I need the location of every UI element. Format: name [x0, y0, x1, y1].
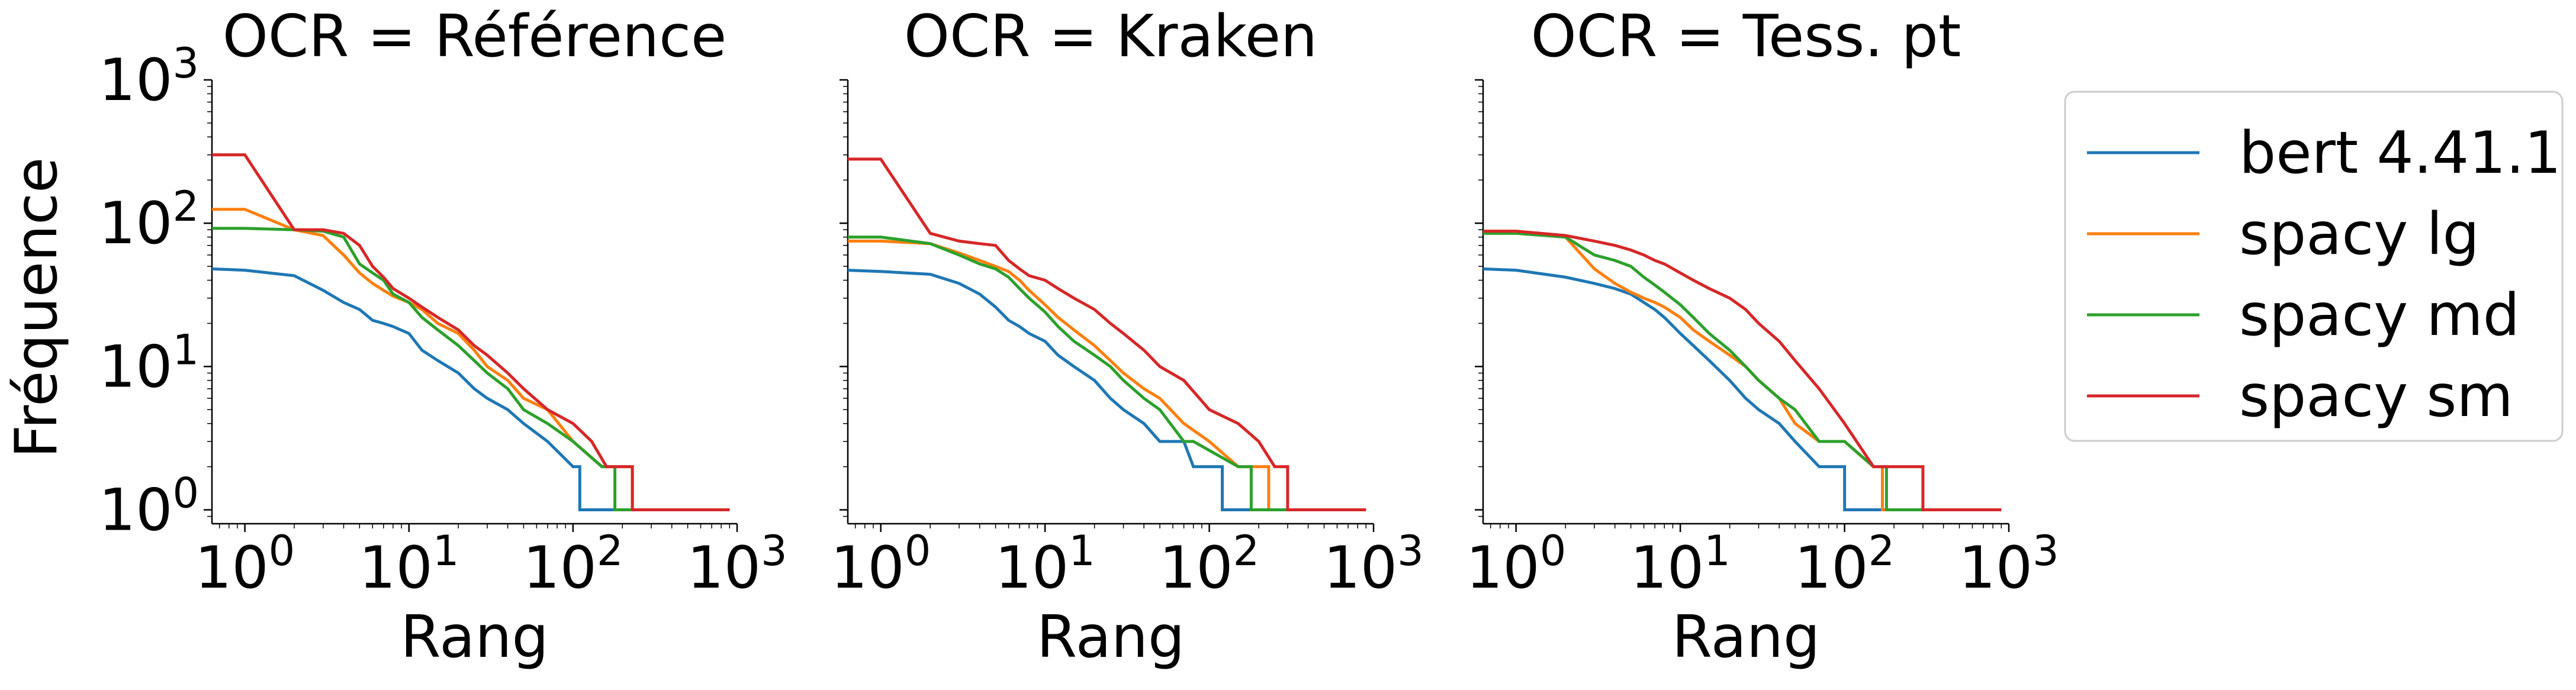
series-line-spacy-sm — [212, 153, 730, 511]
x-tick-label-exponent: 3 — [1397, 527, 1424, 575]
y-tick-label-base: 10 — [99, 190, 173, 257]
x-tick-label-base: 10 — [831, 534, 905, 602]
x-tick-label-exponent: 3 — [761, 527, 787, 575]
x-tick-label-exponent: 2 — [597, 527, 623, 575]
subplot-title: OCR = Tess. pt — [1531, 3, 1961, 70]
x-tick-label-exponent: 0 — [269, 527, 295, 575]
x-tick-label: 102 — [1794, 527, 1895, 602]
y-tick-label: 101 — [99, 325, 199, 401]
x-axis-label: Rang — [1672, 604, 1820, 671]
series-line-spacy-md — [848, 236, 1366, 511]
x-tick-label-base: 10 — [1466, 534, 1540, 602]
x-tick-label-exponent: 1 — [1704, 527, 1731, 575]
y-tick-label: 102 — [99, 182, 199, 257]
y-tick-label-exponent: 1 — [172, 325, 199, 374]
series-line-bert-4-41-1 — [847, 269, 1275, 511]
x-tick-label: 100 — [195, 527, 295, 602]
x-tick-label-exponent: 0 — [1540, 527, 1567, 575]
legend-frame — [2064, 91, 2564, 442]
legend: bert 4.41.1 spacy lg spacy md spacy sm — [2064, 91, 2564, 442]
x-tick-label-base: 10 — [1794, 534, 1869, 602]
x-tick-label-base: 10 — [523, 534, 597, 602]
x-tick-label: 103 — [1323, 527, 1423, 602]
series-line-spacy-sm — [848, 157, 1366, 511]
legend-label: bert 4.41.1 — [2239, 120, 2561, 187]
x-tick-label-base: 10 — [995, 534, 1069, 602]
x-tick-label-exponent: 2 — [1869, 527, 1895, 575]
series-line-bert-4-41-1 — [1482, 267, 1910, 511]
x-tick-label: 101 — [1630, 527, 1730, 602]
y-tick-label-base: 10 — [99, 333, 173, 401]
x-axis-label: Rang — [1037, 604, 1185, 671]
x-tick-label-base: 10 — [687, 534, 761, 602]
y-tick-label-exponent: 0 — [172, 469, 199, 518]
x-tick-label-base: 10 — [359, 534, 433, 602]
series-line-spacy-md — [212, 227, 730, 511]
x-tick-label: 100 — [1466, 527, 1566, 602]
x-axis-label: Rang — [400, 604, 548, 671]
y-axis-label: Fréquence — [3, 157, 70, 459]
x-tick-label: 103 — [1958, 527, 2059, 602]
x-tick-label: 103 — [687, 527, 787, 602]
subplot-title: OCR = Kraken — [904, 3, 1317, 70]
x-tick-label-exponent: 2 — [1233, 527, 1260, 575]
x-tick-label: 100 — [831, 527, 931, 602]
x-tick-label-exponent: 1 — [1069, 527, 1095, 575]
y-tick-label: 103 — [99, 39, 199, 114]
subplot-title: OCR = Référence — [223, 3, 727, 70]
x-tick-label: 101 — [359, 527, 459, 602]
legend-label: spacy sm — [2239, 363, 2513, 430]
x-tick-label-base: 10 — [1159, 534, 1233, 602]
x-tick-label-exponent: 1 — [433, 527, 459, 575]
y-tick-label-base: 10 — [99, 477, 173, 544]
x-tick-label-base: 10 — [1323, 534, 1397, 602]
y-tick-label-base: 10 — [99, 47, 173, 114]
x-tick-label: 101 — [995, 527, 1095, 602]
series-line-spacy-md — [1483, 231, 2002, 511]
series-line-bert-4-41-1 — [211, 267, 639, 511]
y-tick-label: 100 — [99, 469, 199, 544]
series-line-spacy-sm — [1483, 230, 2002, 511]
x-tick-label-exponent: 3 — [2033, 527, 2059, 575]
legend-label: spacy lg — [2239, 201, 2479, 268]
x-tick-label-base: 10 — [1630, 534, 1704, 602]
x-tick-label-base: 10 — [195, 534, 269, 602]
x-tick-label: 102 — [1159, 527, 1259, 602]
legend-label: spacy md — [2239, 282, 2520, 349]
x-tick-label-exponent: 0 — [905, 527, 931, 575]
y-tick-label-exponent: 2 — [172, 182, 199, 231]
x-tick-label: 102 — [523, 527, 623, 602]
x-tick-label-base: 10 — [1958, 534, 2033, 602]
series-line-spacy-lg — [848, 239, 1366, 511]
y-tick-label-exponent: 3 — [172, 39, 199, 88]
